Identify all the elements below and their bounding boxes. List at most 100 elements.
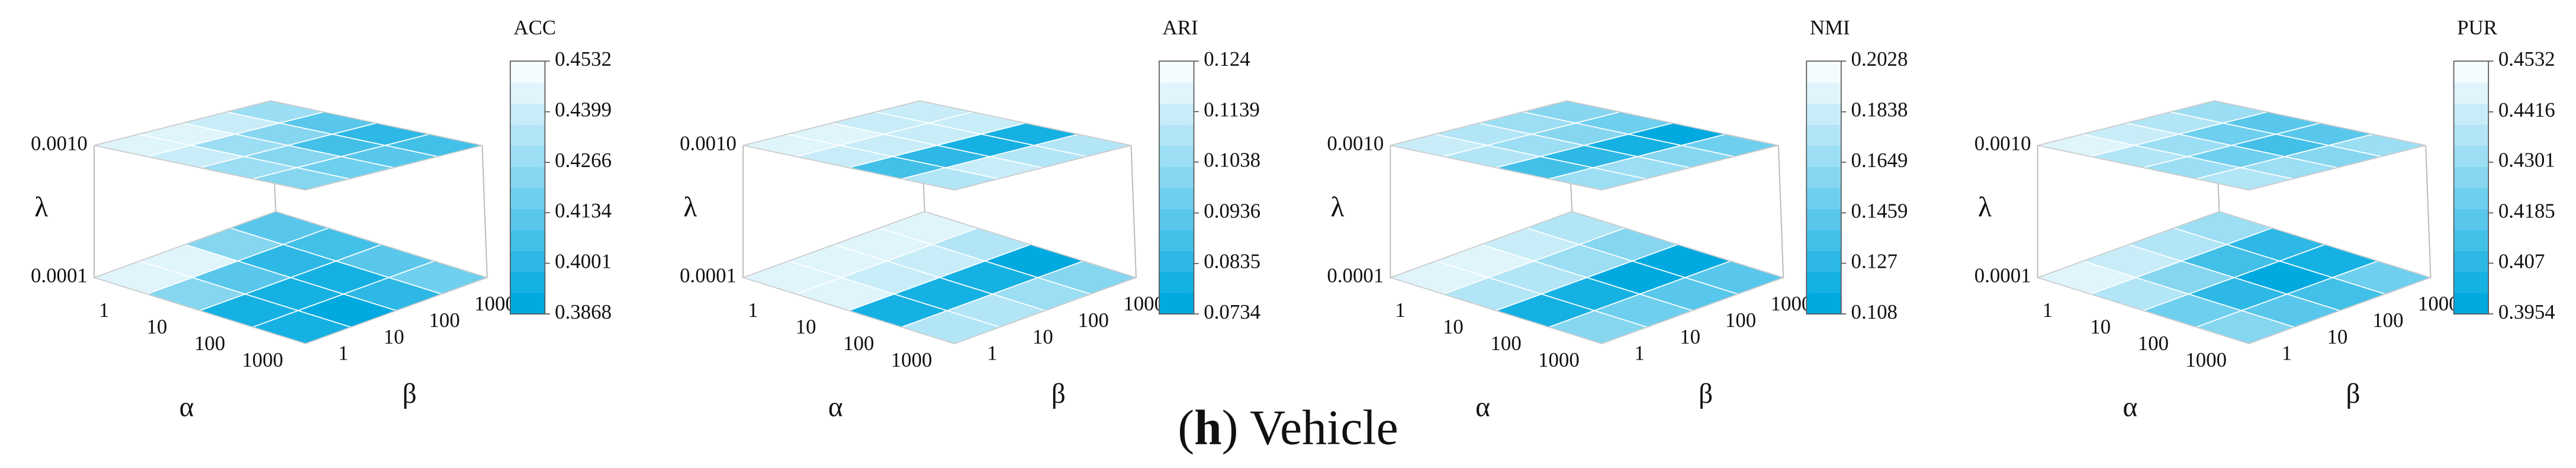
caption-text: ) Vehicle <box>1222 400 1398 456</box>
y-tick-label: 1 <box>987 342 997 365</box>
y-tick-label: 1 <box>2282 342 2292 365</box>
colorbar-title: ACC <box>513 16 556 39</box>
colorbar-band <box>1159 166 1194 188</box>
colorbar-band <box>2453 166 2489 188</box>
colorbar-band <box>510 145 545 167</box>
panel: 0.0010 0.0001 λ 1 10 100 1000 α 1 10 100 1000 β 0.395… <box>1974 16 2555 422</box>
colorbar-band <box>510 166 545 188</box>
colorbar-tick-label: 0.4185 <box>2498 199 2555 222</box>
y-tick-label: 1000 <box>2418 292 2459 315</box>
x-tick-label: 1 <box>748 299 758 322</box>
x-tick-label: 1 <box>2043 299 2053 322</box>
layer-outline <box>2037 100 2426 191</box>
x-tick-label: 10 <box>147 315 168 338</box>
y-tick-label: 100 <box>1725 309 1756 332</box>
frame-edge <box>1130 145 1137 278</box>
colorbar-band <box>2453 271 2489 294</box>
y-axis-label: β <box>1699 379 1713 409</box>
y-tick-label: 1000 <box>1123 292 1165 315</box>
colorbar-band <box>510 103 545 125</box>
colorbar-tick-label: 0.0936 <box>1204 200 1260 223</box>
y-tick-label: 1 <box>1635 342 1645 365</box>
x-tick-label: 1000 <box>891 348 932 371</box>
z-tick-label: 0.0001 <box>31 264 88 287</box>
z-tick-label: 0.0010 <box>1974 132 2031 155</box>
colorbar-tick-label: 0.3868 <box>555 300 612 323</box>
colorbar-band <box>1159 82 1194 104</box>
x-axis-label: α <box>828 392 843 423</box>
x-tick-label: 100 <box>2138 332 2169 355</box>
colorbar-frame <box>1159 60 1195 315</box>
x-tick-label: 100 <box>843 332 874 355</box>
x-axis-label: α <box>2122 392 2137 423</box>
z-tick-label: 0.0010 <box>680 132 737 155</box>
colorbar-tick-label: 0.3954 <box>2498 300 2555 323</box>
colorbar-band <box>1806 124 1841 146</box>
y-tick-label: 1000 <box>1771 292 1812 315</box>
colorbar-band <box>510 229 545 252</box>
x-axis-label: α <box>1475 392 1490 423</box>
x-tick-label: 1000 <box>242 348 284 371</box>
y-axis-label: β <box>403 379 417 409</box>
colorbar-band <box>2453 103 2489 125</box>
y-tick-label: 100 <box>429 309 459 332</box>
colorbar-band <box>1159 103 1194 125</box>
x-tick-label: 100 <box>194 332 225 355</box>
colorbar-band <box>1159 124 1194 146</box>
colorbar-band <box>1159 61 1194 83</box>
colorbar-tick-label: 0.1459 <box>1851 199 1908 222</box>
colorbar-frame <box>2453 60 2489 315</box>
colorbar-band <box>2453 293 2489 315</box>
z-tick-label: 0.0010 <box>31 132 88 155</box>
caption-open: ( <box>1178 400 1194 456</box>
colorbar-tick-label: 0.4001 <box>555 249 612 273</box>
frame-edge <box>2425 145 2432 278</box>
colorbar-band <box>1159 229 1194 252</box>
panel: 0.0010 0.0001 λ 1 10 100 1000 α 1 10 100 1000 β 0.386… <box>31 16 612 422</box>
x-axis-label: α <box>179 392 194 423</box>
y-tick-label: 10 <box>1033 325 1053 348</box>
y-tick-label: 10 <box>1680 325 1700 348</box>
colorbar-band <box>510 251 545 273</box>
x-tick-label: 1000 <box>2185 348 2227 371</box>
colorbar-title: ARI <box>1163 16 1198 39</box>
panel: 0.0010 0.0001 λ 1 10 100 1000 α 1 10 100 1000 β 0.073… <box>680 16 1260 422</box>
colorbar-band <box>510 82 545 104</box>
x-tick-label: 1 <box>1395 299 1405 322</box>
colorbar-tick-label: 0.1038 <box>1204 149 1260 172</box>
colorbar-frame <box>510 60 546 315</box>
z-axis-label: λ <box>1331 192 1345 223</box>
x-tick-label: 100 <box>1491 332 1522 355</box>
colorbar-tick-label: 0.108 <box>1851 300 1898 323</box>
colorbar-band <box>1806 103 1841 125</box>
colorbar-band <box>510 209 545 230</box>
x-tick-label: 10 <box>2090 315 2111 338</box>
colorbar-tick-label: 0.4134 <box>555 199 612 222</box>
frame-edge <box>1777 145 1784 278</box>
y-axis-label: β <box>1051 379 1066 409</box>
frame-edge <box>481 145 488 278</box>
colorbar-band <box>1159 271 1194 294</box>
colorbar-band <box>1159 187 1194 209</box>
colorbar-band <box>2453 251 2489 273</box>
colorbar-frame <box>1806 60 1842 315</box>
y-tick-label: 10 <box>2327 325 2348 348</box>
colorbar-title: PUR <box>2457 16 2498 39</box>
colorbar-band <box>1806 187 1841 209</box>
colorbar-band <box>1806 145 1841 167</box>
caption-label: h <box>1194 400 1222 456</box>
colorbar-tick-label: 0.0835 <box>1204 250 1260 273</box>
z-axis-label: λ <box>34 192 48 223</box>
colorbar-tick-label: 0.0734 <box>1204 300 1260 323</box>
colorbar-tick-label: 0.1838 <box>1851 98 1908 121</box>
y-tick-label: 1 <box>338 342 348 365</box>
caption: (h) Vehicle <box>1178 400 1398 456</box>
y-tick-label: 100 <box>1078 309 1109 332</box>
colorbar-band <box>1806 229 1841 252</box>
colorbar-band <box>2453 82 2489 104</box>
colorbar-tick-label: 0.4532 <box>555 47 612 70</box>
colorbar-tick-label: 0.1139 <box>1204 98 1260 121</box>
colorbar-tick-label: 0.4266 <box>555 149 612 172</box>
colorbar-band <box>1806 293 1841 315</box>
colorbar-tick-label: 0.124 <box>1204 47 1250 70</box>
